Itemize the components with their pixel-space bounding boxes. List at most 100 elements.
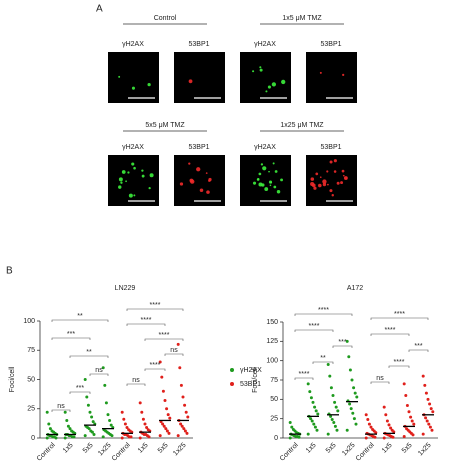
y-tick-label: 150 (266, 319, 278, 326)
focus (264, 187, 269, 191)
point (328, 374, 332, 378)
y-tick-label: 75 (270, 377, 278, 384)
x-tick-label: 5x5 (401, 442, 414, 455)
x-tick-label: 1x5 (62, 442, 75, 455)
focus (189, 178, 194, 183)
focus (259, 68, 263, 72)
point (313, 405, 317, 409)
focus (149, 173, 154, 178)
point (158, 360, 162, 364)
micrograph (108, 52, 159, 103)
significance-label: **** (318, 307, 329, 314)
point (65, 418, 69, 422)
point (109, 423, 113, 427)
significance-bracket (51, 409, 71, 412)
significance-bracket (164, 353, 184, 356)
significance-label: *** (414, 343, 422, 350)
significance-bracket (69, 391, 91, 394)
focus (271, 82, 277, 87)
y-tick-label: 75 (27, 347, 35, 354)
focus (273, 185, 277, 189)
point (70, 429, 74, 433)
significance-label: ns (95, 367, 103, 374)
micrograph (174, 155, 225, 206)
focus (269, 181, 273, 184)
point (347, 355, 351, 359)
point (161, 422, 165, 426)
x-tick-label: Control (355, 441, 376, 462)
focus (141, 174, 145, 178)
y-axis-label: Foci/cell (252, 367, 259, 393)
point (330, 417, 334, 421)
point (143, 422, 147, 426)
focus (118, 177, 123, 182)
focus (205, 172, 208, 174)
channel-label: γH2AX (122, 41, 144, 48)
point (176, 434, 180, 438)
point (382, 405, 386, 409)
point (336, 409, 340, 413)
focus (331, 194, 334, 197)
focus (196, 167, 201, 172)
point (326, 363, 330, 367)
significance-bracket (370, 317, 429, 320)
point (181, 395, 185, 399)
focus (131, 86, 135, 90)
focus (120, 181, 123, 184)
significance-label: **** (159, 332, 170, 339)
chart-title: LN229 (115, 285, 136, 292)
focus (313, 186, 317, 190)
point (333, 400, 337, 404)
point (309, 396, 313, 400)
point (424, 416, 428, 420)
significance-bracket (294, 329, 334, 332)
x-tick-label: 5x5 (82, 442, 95, 455)
focus (259, 66, 262, 69)
significance-bracket (294, 377, 314, 380)
significance-bracket (408, 349, 429, 352)
point (412, 422, 416, 426)
point (329, 386, 333, 390)
group-title: Control (154, 15, 177, 22)
point (176, 342, 180, 346)
y-tick-label: 0 (31, 435, 35, 442)
focus (318, 183, 322, 188)
point (127, 428, 131, 432)
point (405, 404, 409, 408)
point (387, 423, 391, 427)
focus (310, 177, 315, 181)
focus (326, 170, 329, 173)
point (183, 429, 187, 433)
point (333, 424, 337, 428)
point (164, 427, 168, 431)
y-tick-label: 50 (270, 396, 278, 403)
point (385, 419, 389, 423)
legend-marker (230, 382, 234, 386)
point (158, 434, 162, 438)
point (366, 417, 370, 421)
point (348, 368, 352, 372)
focus (322, 182, 327, 187)
y-axis-label: Foci/cell (9, 366, 16, 392)
micrograph (240, 52, 291, 103)
significance-bracket (51, 337, 91, 340)
point (288, 436, 292, 440)
point (428, 402, 432, 406)
significance-bracket (294, 313, 353, 316)
focus (274, 170, 278, 173)
point (86, 403, 90, 407)
point (101, 435, 105, 439)
point (425, 419, 429, 423)
x-tick-label: 1x5 (137, 442, 150, 455)
significance-bracket (126, 323, 166, 326)
point (140, 410, 144, 414)
significance-bracket (144, 338, 184, 341)
channel-label: 53BP1 (188, 144, 209, 151)
point (92, 432, 96, 436)
point (407, 410, 411, 414)
point (163, 399, 167, 403)
point (431, 410, 435, 414)
focus (341, 169, 345, 173)
point (182, 427, 186, 431)
significance-bracket (388, 365, 410, 368)
